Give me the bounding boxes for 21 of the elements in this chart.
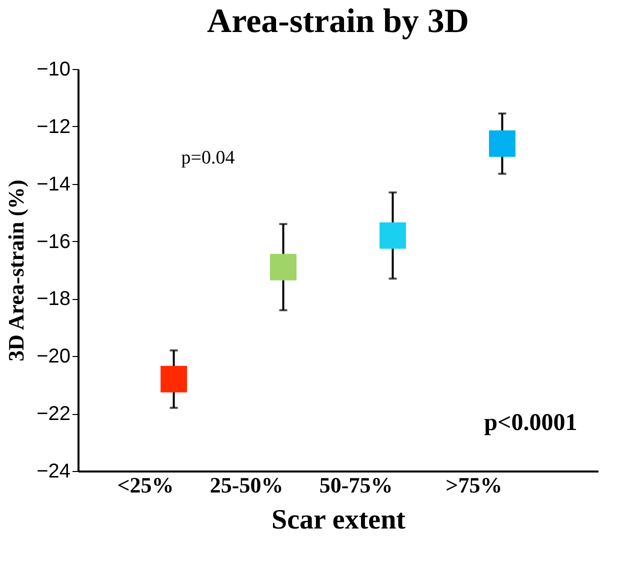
y-tick-label: −20: [36, 346, 70, 368]
y-tick-label: −24: [36, 460, 70, 482]
annotation: p=0.04: [181, 147, 236, 168]
x-tick-label: 25-50%: [210, 472, 284, 498]
point: [160, 366, 188, 392]
y-axis-title: 3D Area-strain (%): [4, 180, 29, 362]
y-tick-label: −18: [36, 288, 70, 310]
point: [488, 130, 516, 157]
annotation: p<0.0001: [484, 410, 578, 436]
y-tick-label: −12: [36, 116, 70, 138]
y-tick-label: −14: [36, 173, 70, 196]
x-tick-label: 50-75%: [319, 472, 393, 498]
y-tick-label: −22: [36, 403, 70, 426]
chart-title: Area-strain by 3D: [207, 3, 469, 40]
point: [380, 222, 406, 249]
y-tick-label: −16: [36, 230, 70, 253]
y-tick-label: −10: [36, 58, 70, 80]
x-tick-label: >75%: [446, 472, 502, 498]
point: [270, 254, 296, 280]
x-tick-label: <25%: [117, 472, 174, 498]
x-axis-title: Scar extent: [272, 504, 406, 536]
